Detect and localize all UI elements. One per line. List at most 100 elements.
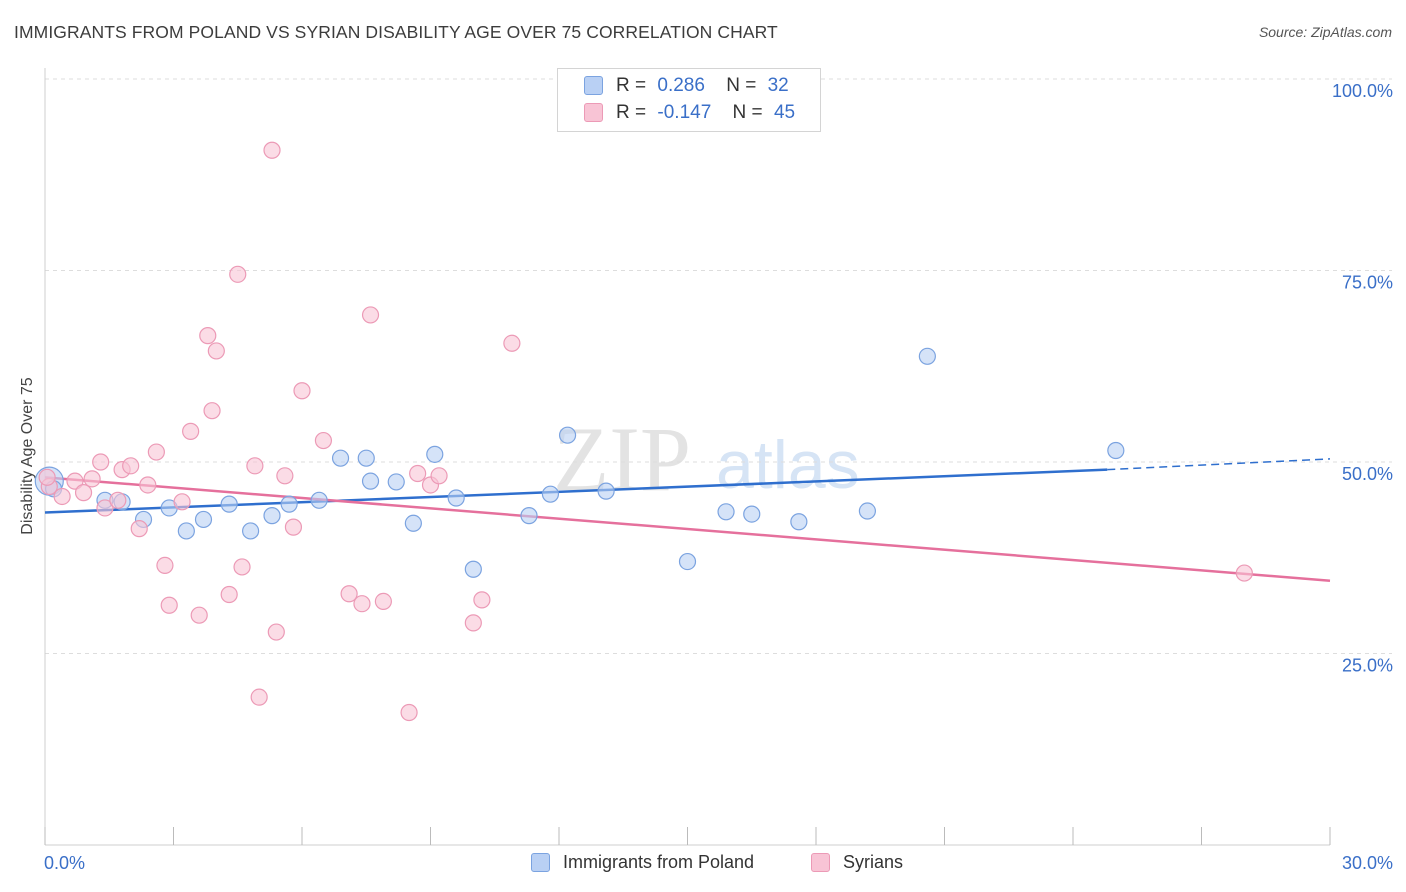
r-value: -0.147 [657,102,712,123]
n-value: 45 [773,102,796,123]
poland-point [558,426,577,444]
r-label: R = [616,102,647,123]
syrian-point [314,431,333,450]
syrian-point [139,476,157,494]
syrian-point [38,468,56,486]
syrian-point [130,520,148,538]
watermark-atlas: atlas [716,427,860,503]
syrian-point [147,443,165,461]
syrian-point [409,464,427,483]
y-tick-label-50: 50.0% [1342,464,1393,484]
stats-legend: R = 0.286 N = 32 R = -0.147 N = 45 [557,68,821,132]
poland-point [541,485,560,503]
poland-point [447,489,465,507]
poland-point [263,507,281,525]
syrian-point [74,484,93,502]
poland-point [194,510,213,529]
poland-point [918,347,936,365]
source-label: Source: ZipAtlas.com [1258,24,1392,40]
syrian-point [361,306,380,324]
poland-point [520,507,538,525]
watermark: ZIP atlas [553,408,860,510]
poland-legend-swatch [531,853,550,872]
syrian-point [503,334,521,352]
syrian-point [473,591,491,609]
syrian-point [276,467,294,485]
poland-legend-label: Immigrants from Poland [563,852,755,872]
poland-point [743,505,761,523]
syrian-trend-line [44,476,1331,582]
syrian-point [430,467,448,485]
watermark-zip: ZIP [553,408,691,510]
poland-point [858,502,877,520]
poland-swatch [584,76,603,95]
syrian-point [160,596,178,614]
syrian-point [203,402,221,420]
poland-point [242,522,260,540]
syrian-point [1235,564,1253,582]
syrian-point [156,556,174,575]
poland-point [177,522,195,540]
axes [44,68,1331,846]
y-tick-label-75: 75.0% [1342,273,1393,293]
syrian-point [353,595,371,613]
poland-point [310,491,328,509]
poland-point [361,472,380,490]
syrian-point [207,342,225,360]
syrian-point [233,558,251,576]
poland-point [220,495,238,513]
poland-trend-extension [1107,458,1331,471]
syrian-point [374,592,392,611]
poland-point [404,514,422,532]
syrian-point [400,703,418,722]
syrian-point [199,327,217,345]
poland-point [464,560,482,578]
syrian-point [182,422,200,440]
syrian-point [53,487,71,506]
poland-point [597,482,615,500]
syrian-point [109,491,127,509]
poland-point [426,445,444,463]
syrian-point [83,470,101,488]
poland-point [717,503,735,521]
syrian-point [190,606,208,624]
r-value: 0.286 [657,75,705,96]
syrian-point [340,585,358,603]
x-tick-labels: 0.0% 30.0% [44,853,1393,873]
syrian-point [267,623,285,641]
syrian-point [284,518,303,536]
data-points [34,141,1253,722]
syrian-point [464,614,482,632]
syrian-point [173,493,191,511]
poland-point [678,552,697,571]
poland-point [280,495,298,513]
chart-title: IMMIGRANTS FROM POLAND VS SYRIAN DISABIL… [14,22,778,42]
syrian-point [250,688,268,706]
syrians-legend-label: Syrians [843,852,904,872]
y-tick-label-25: 25.0% [1342,656,1393,676]
syrian-point [96,499,114,517]
syrian-point [220,585,238,604]
syrians-swatch [584,103,603,122]
x-tick-label-max: 30.0% [1342,853,1393,873]
n-value: 32 [767,75,789,96]
syrians-legend-swatch [811,853,830,872]
syrian-point [293,382,311,400]
n-label: N = [726,75,757,96]
y-tick-label-100: 100.0% [1332,81,1393,101]
n-label: N = [732,102,763,123]
poland-point [357,449,375,467]
syrian-point [263,141,281,159]
r-label: R = [616,75,647,96]
syrian-point [229,265,247,283]
y-tick-labels: 25.0% 50.0% 75.0% 100.0% [1332,81,1393,676]
syrian-point [246,457,264,475]
x-tick-label-min: 0.0% [44,853,85,873]
poland-point [387,473,405,491]
poland-point [331,449,350,467]
syrian-point [122,457,140,475]
poland-point [1107,441,1125,460]
poland-point [790,513,808,531]
syrian-point [92,453,110,471]
